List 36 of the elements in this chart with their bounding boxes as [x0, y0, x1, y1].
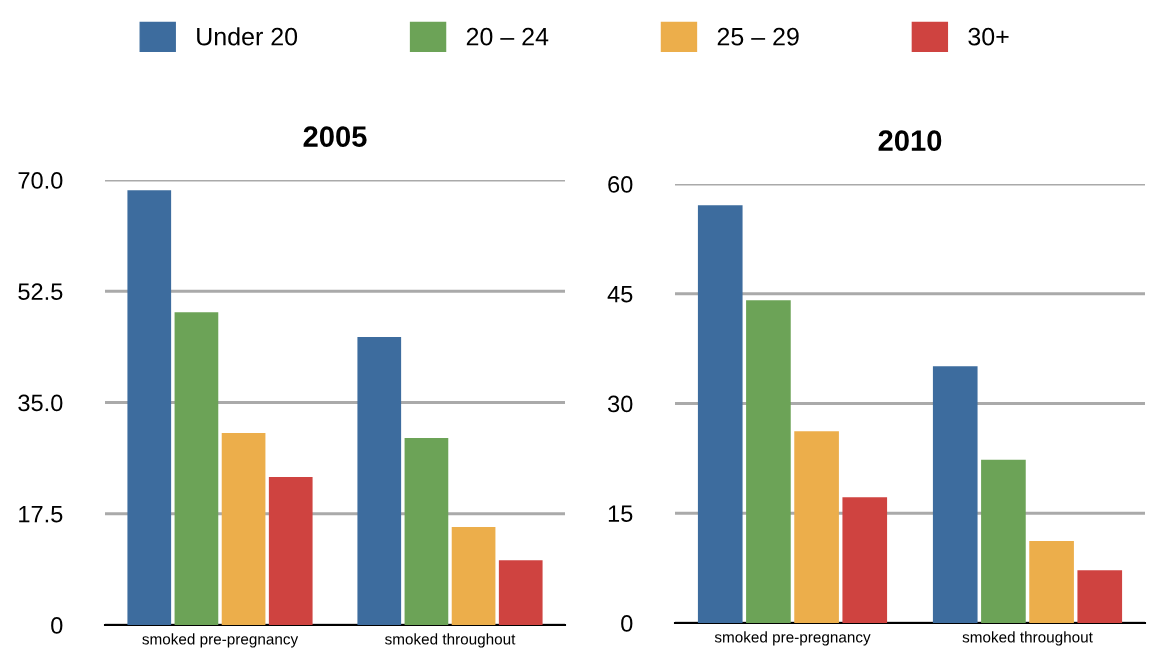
- legend-label: 20 – 24: [466, 27, 549, 46]
- bar: [174, 312, 219, 625]
- x-tick-label: smoked throughout: [962, 631, 1093, 646]
- bar: [842, 497, 888, 623]
- bar: [1029, 541, 1074, 623]
- bar: [268, 476, 313, 625]
- y-tick-label: 17.5: [19, 506, 63, 523]
- bar: [221, 433, 266, 625]
- chart-title: 2010: [878, 130, 942, 151]
- bar: [498, 560, 543, 625]
- x-tick-label: smoked pre-pregnancy: [714, 631, 871, 646]
- bar: [932, 366, 978, 623]
- y-tick-label: 0: [51, 617, 63, 634]
- legend-label: Under 20: [197, 27, 298, 46]
- bar: [981, 459, 1026, 623]
- bar: [697, 205, 743, 623]
- y-tick-label: 52.5: [18, 283, 63, 301]
- chart-title: 2005: [303, 126, 367, 147]
- y-tick-label: 70.0: [18, 172, 63, 189]
- bar: [746, 300, 791, 623]
- y-tick-label: 35.0: [18, 394, 63, 412]
- x-tick-label: smoked throughout: [385, 633, 516, 648]
- x-tick-label: smoked pre-pregnancy: [142, 633, 299, 648]
- y-tick-label: 15: [608, 505, 633, 523]
- bar: [357, 337, 402, 625]
- bar: [404, 438, 449, 625]
- y-tick-label: 60: [608, 176, 633, 193]
- y-tick-label: 30: [607, 395, 633, 413]
- bar: [127, 190, 172, 625]
- y-tick-label: 45: [607, 286, 633, 303]
- legend-label: 30+: [968, 27, 1009, 46]
- y-tick-label: 0: [621, 615, 633, 632]
- bar: [794, 431, 839, 623]
- legend-label: 25 – 29: [717, 27, 799, 46]
- bar: [1077, 570, 1123, 623]
- bar: [451, 527, 496, 625]
